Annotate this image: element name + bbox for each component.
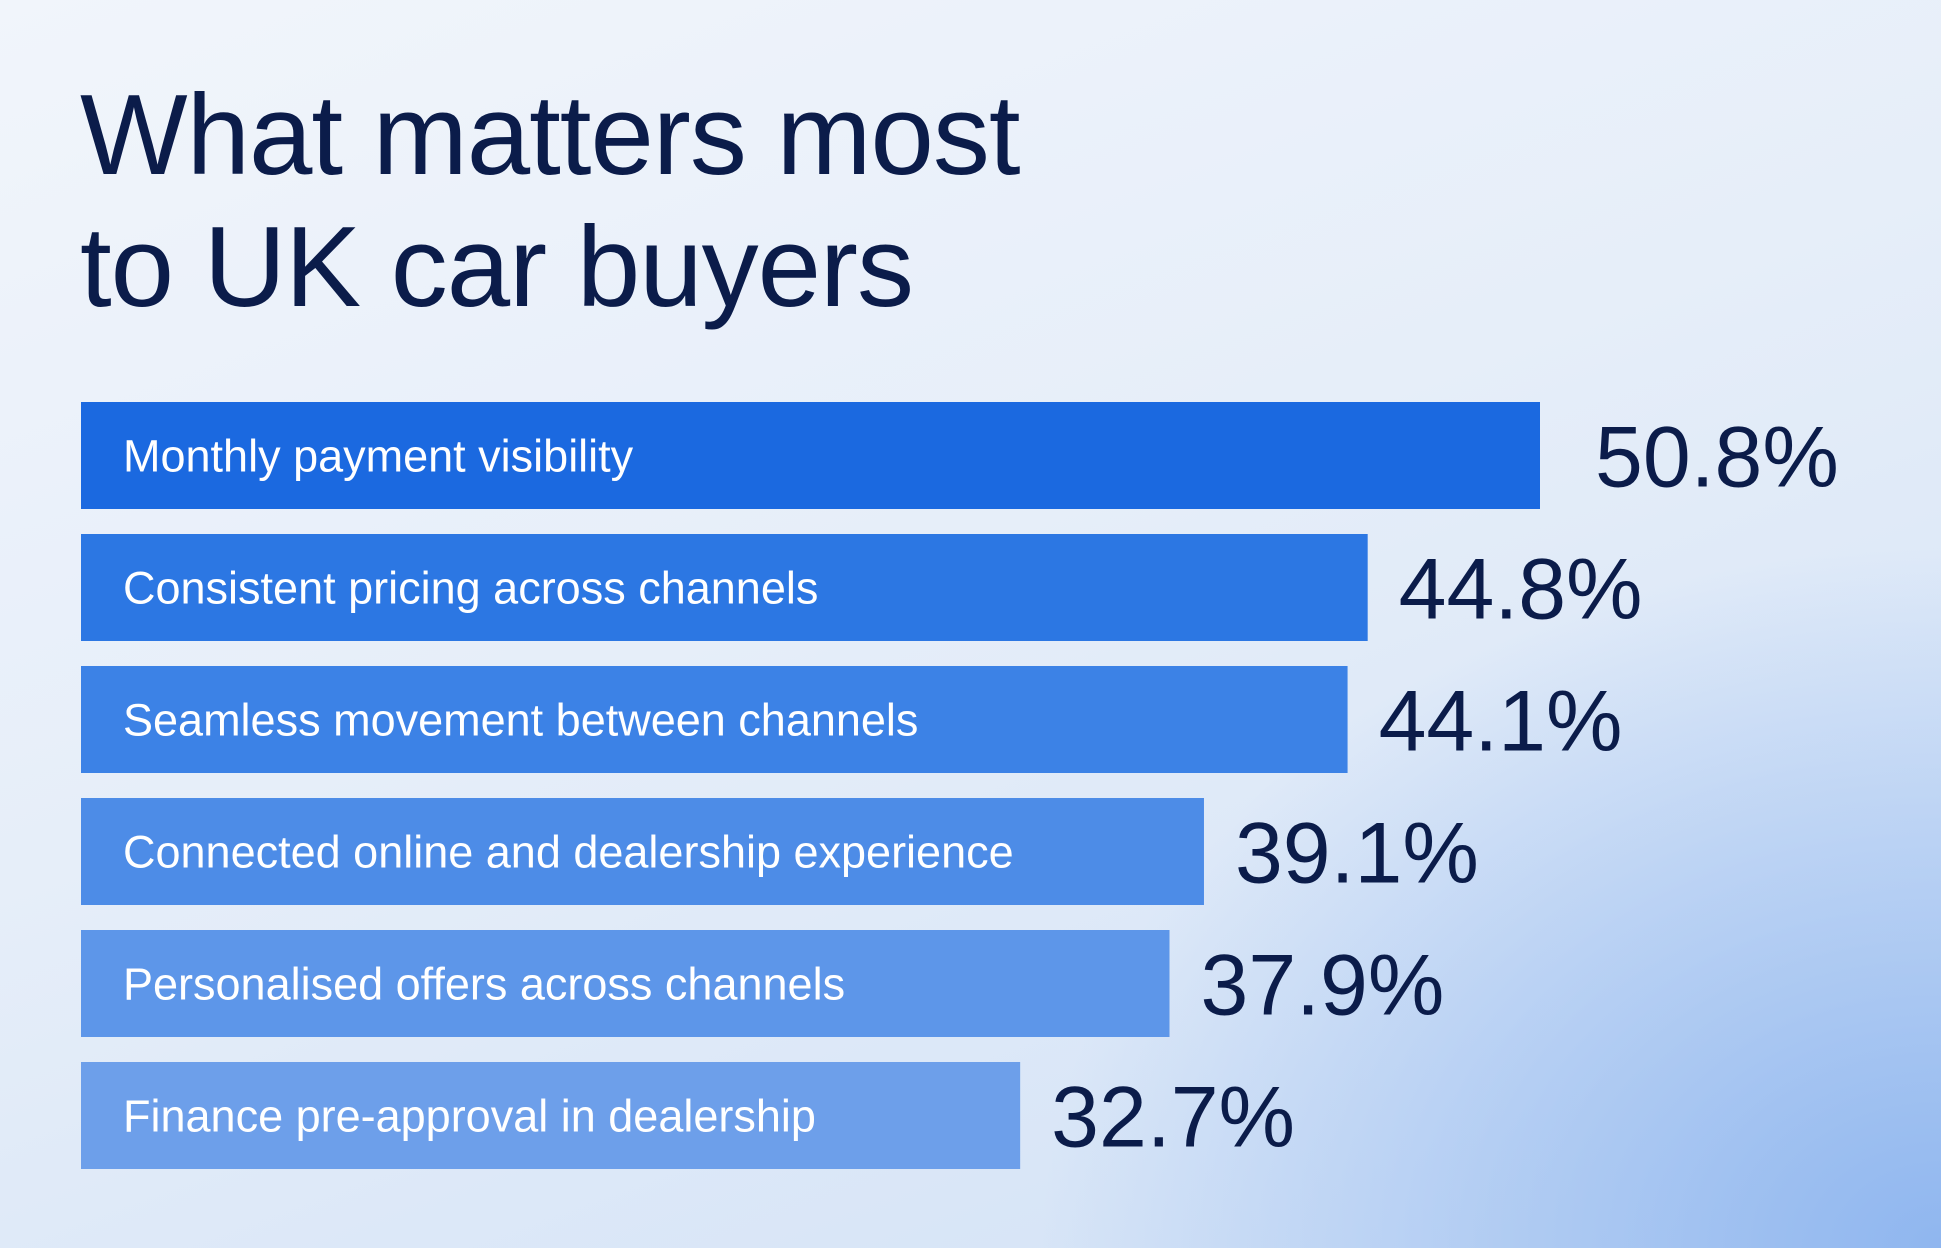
bar-group: Connected online and dealership experien… bbox=[81, 798, 1479, 905]
value-label: 50.8% bbox=[1595, 410, 1839, 506]
chart-title: What matters most to UK car buyers bbox=[80, 70, 1021, 334]
bar-group: Consistent pricing across channels 44.8% bbox=[81, 534, 1643, 641]
chart-title-line-2: to UK car buyers bbox=[80, 204, 914, 331]
bar-group: Finance pre-approval in dealership 32.7% bbox=[81, 1062, 1295, 1169]
bar-group: Monthly payment visibility 50.8% bbox=[81, 402, 1839, 509]
bar bbox=[81, 798, 1204, 905]
chart-title-line-1: What matters most bbox=[80, 72, 1021, 199]
category-label: Seamless movement between channels bbox=[123, 695, 918, 746]
value-label: 39.1% bbox=[1235, 806, 1479, 902]
value-label: 32.7% bbox=[1051, 1070, 1295, 1166]
bar bbox=[81, 534, 1368, 641]
category-label: Consistent pricing across channels bbox=[123, 563, 818, 614]
bar bbox=[81, 402, 1540, 509]
bar bbox=[81, 930, 1170, 1037]
category-label: Monthly payment visibility bbox=[123, 431, 634, 482]
bar bbox=[81, 666, 1348, 773]
category-label: Connected online and dealership experien… bbox=[123, 827, 1014, 878]
category-label: Personalised offers across channels bbox=[123, 959, 845, 1010]
value-label: 44.8% bbox=[1399, 542, 1643, 638]
bar-group: Seamless movement between channels 44.1% bbox=[81, 666, 1622, 773]
value-label: 44.1% bbox=[1379, 674, 1623, 770]
category-label: Finance pre-approval in dealership bbox=[123, 1091, 816, 1142]
value-label: 37.9% bbox=[1201, 938, 1445, 1034]
bar-group: Personalised offers across channels 37.9% bbox=[81, 930, 1444, 1037]
bar bbox=[81, 1062, 1021, 1169]
